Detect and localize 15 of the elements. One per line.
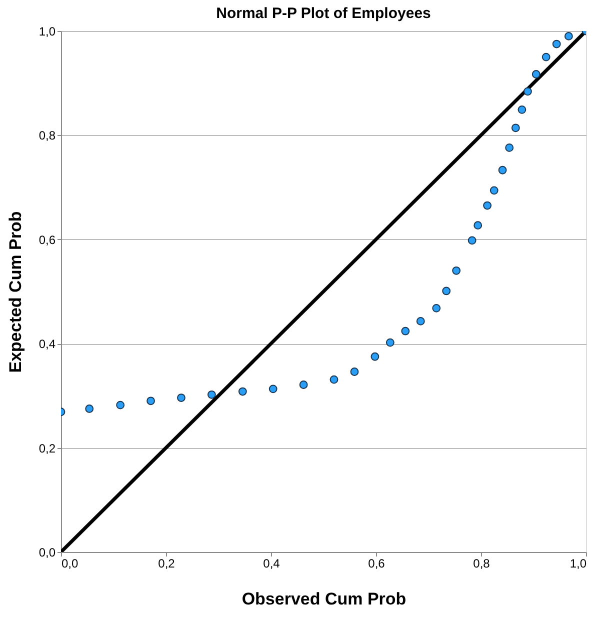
x-tick-label: 0,2 xyxy=(158,556,176,570)
y-tick-label: 0,0 xyxy=(38,546,56,560)
y-tick-label: 1,0 xyxy=(38,24,56,38)
x-tick-label: 1,0 xyxy=(570,556,587,570)
chart-title: Normal P-P Plot of Employees xyxy=(216,5,431,22)
x-tick-label: 0,8 xyxy=(473,556,490,570)
x-tick-label: 0,0 xyxy=(62,556,79,570)
x-tick-label: 0,4 xyxy=(263,556,280,570)
y-tick-label: 0,2 xyxy=(38,441,56,456)
x-tick-label: 0,6 xyxy=(368,556,386,570)
x-axis-title: Observed Cum Prob xyxy=(242,590,406,608)
y-tick-label: 0,8 xyxy=(38,128,56,143)
y-axis-title: Expected Cum Prob xyxy=(6,211,25,373)
y-tick-label: 0,4 xyxy=(38,337,56,352)
y-tick-label: 0,6 xyxy=(38,232,56,247)
